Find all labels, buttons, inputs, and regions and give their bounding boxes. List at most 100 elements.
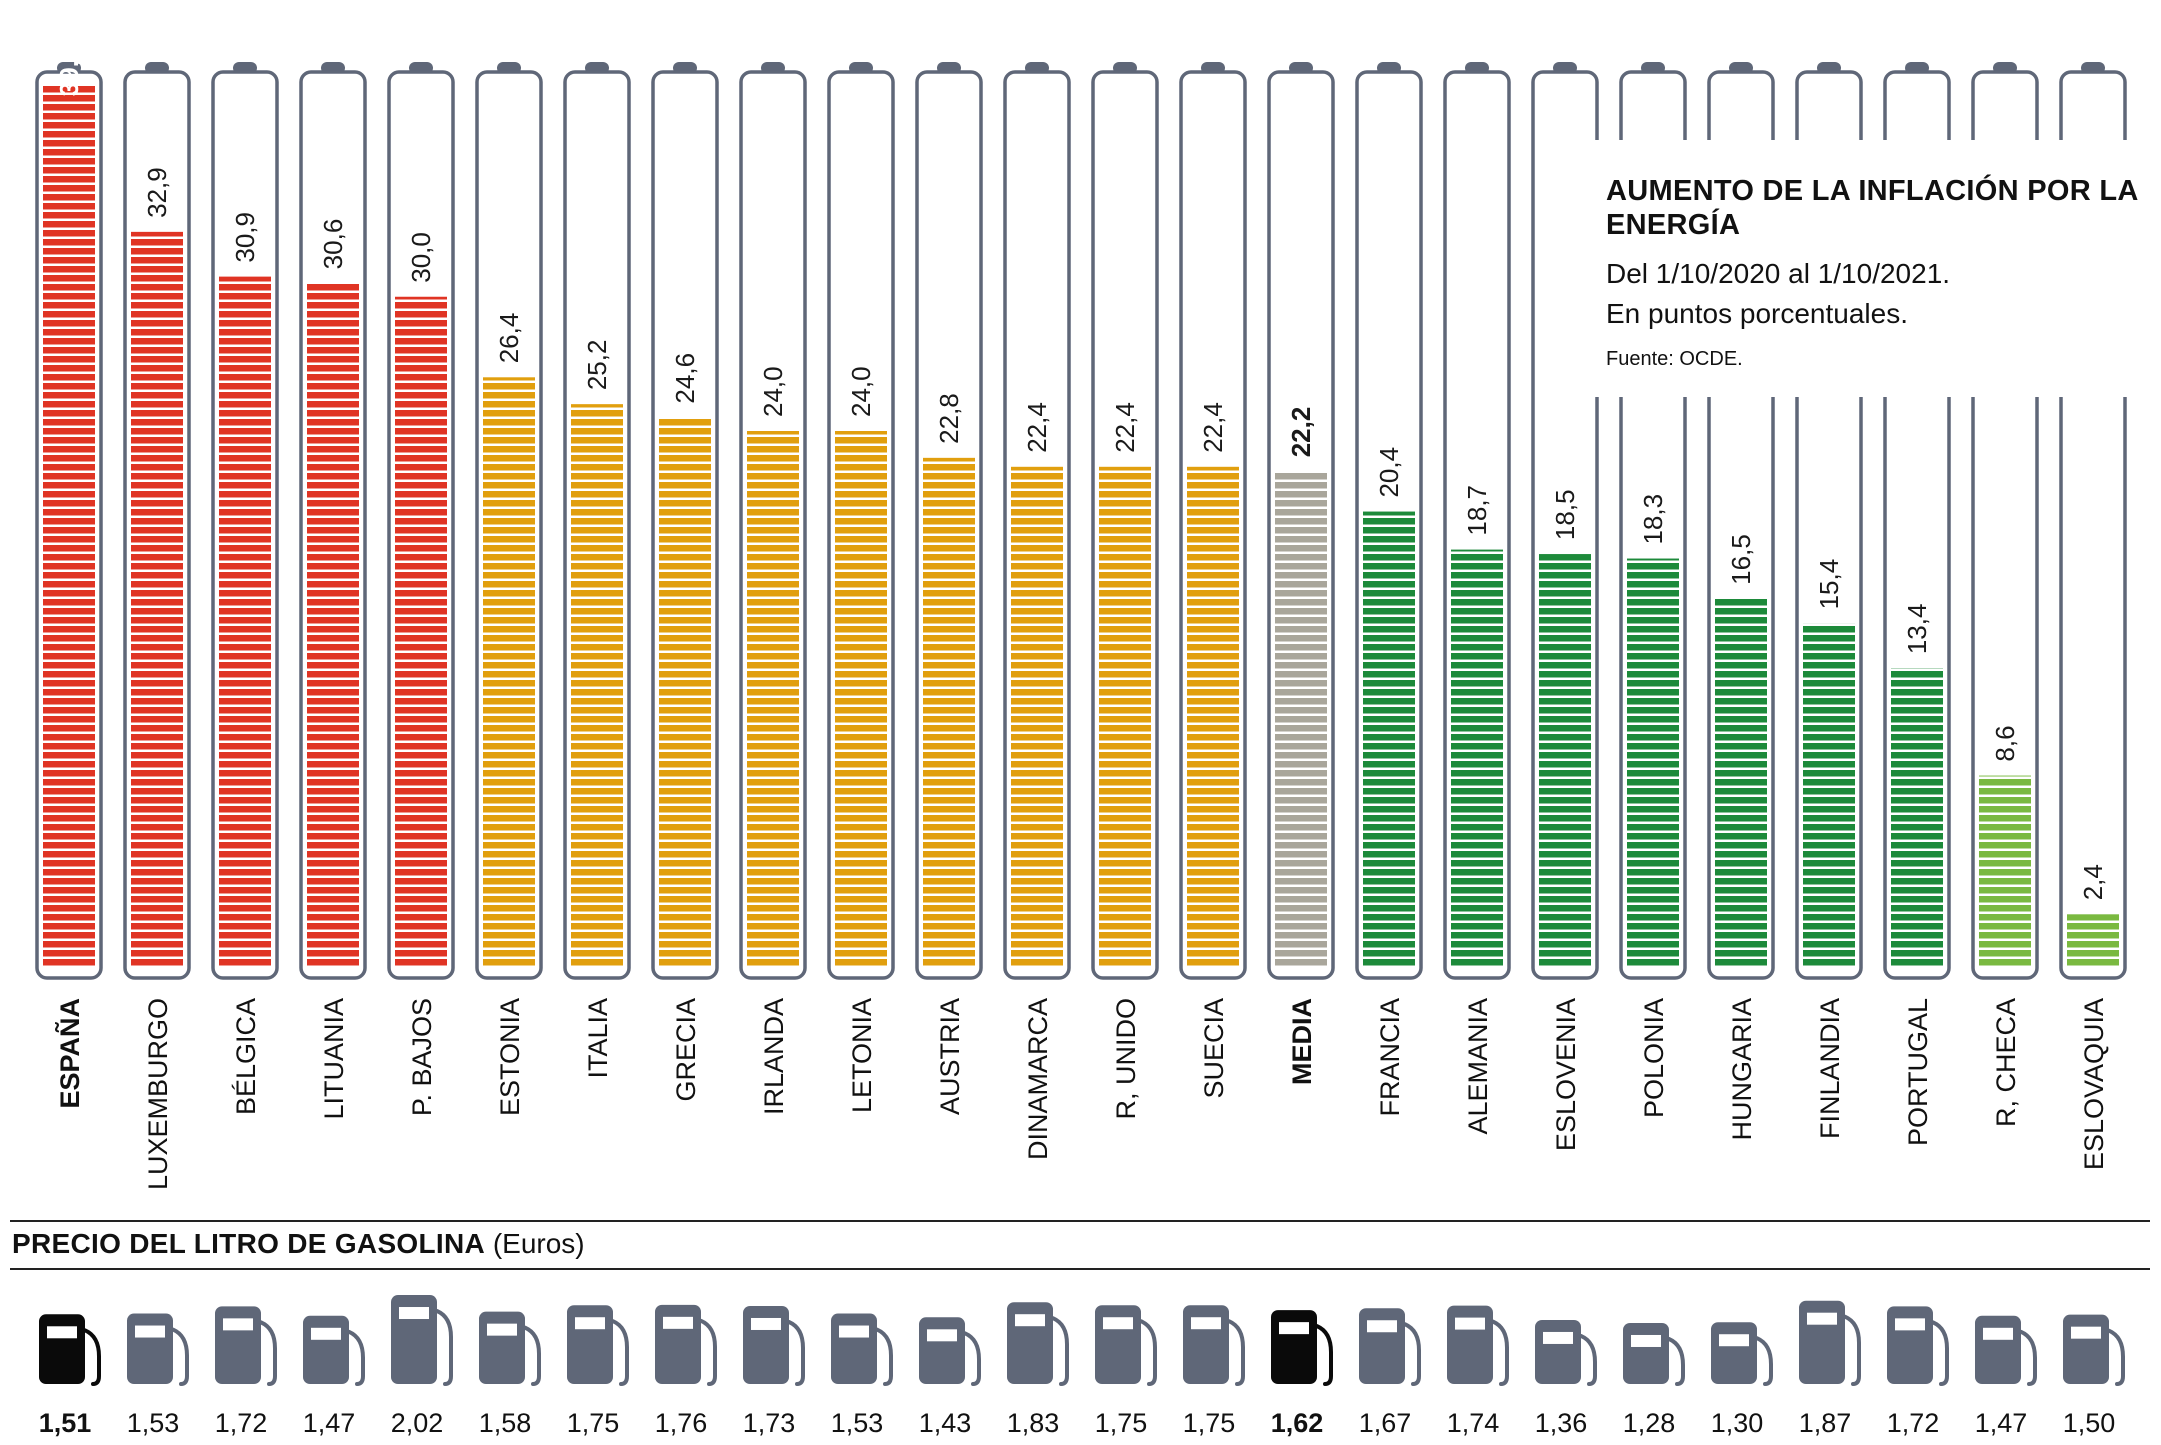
bar-group-11: 22,8 AUSTRIA xyxy=(915,62,983,1115)
bar xyxy=(659,417,711,968)
category-label: FINLANDIA xyxy=(1815,998,1845,1139)
bar xyxy=(571,404,623,968)
gas-price-label: 1,72 xyxy=(215,1408,268,1438)
bar xyxy=(2067,914,2119,968)
gas-price-label: 1,53 xyxy=(831,1408,884,1438)
gas-pump-13: 1,75 xyxy=(1095,1305,1157,1438)
gas-pump-8: 1,76 xyxy=(655,1304,717,1438)
pump-screen xyxy=(1983,1327,2013,1340)
bar-group-12: 22,4 DINAMARCA xyxy=(1003,62,1071,1160)
bar xyxy=(1715,598,1767,968)
gas-pump-19: 1,28 xyxy=(1623,1322,1685,1438)
gas-pump-22: 1,72 xyxy=(1887,1306,1949,1438)
gas-pump-icon xyxy=(743,1305,789,1384)
value-label: 22,2 xyxy=(1286,407,1316,458)
gas-pump-15: 1,62 xyxy=(1271,1310,1333,1438)
category-label: AUSTRIA xyxy=(935,998,965,1115)
pump-hose xyxy=(1755,1336,1773,1386)
category-label: FRANCIA xyxy=(1375,998,1405,1117)
chart-title: AUMENTO DE LA INFLACIÓN POR LA ENERGÍA xyxy=(1606,175,2138,241)
value-label: 22,4 xyxy=(1022,402,1052,453)
gas-pump-icon xyxy=(2063,1314,2109,1384)
gas-price-label: 1,83 xyxy=(1007,1408,1060,1438)
bar xyxy=(1011,466,1063,968)
bar xyxy=(1099,466,1151,968)
chart-source: Fuente: OCDE. xyxy=(1606,348,1743,370)
gas-pump-icon xyxy=(1183,1305,1229,1384)
pump-screen xyxy=(1191,1317,1221,1330)
category-label: PORTUGAL xyxy=(1903,998,1933,1146)
value-label: 8,6 xyxy=(1990,725,2020,761)
pump-screen xyxy=(1719,1334,1749,1347)
chart-legend-box: AUMENTO DE LA INFLACIÓN POR LA ENERGÍA D… xyxy=(1572,140,2161,397)
chart-subtitle: Del 1/10/2020 al 1/10/2021. En puntos po… xyxy=(1606,254,2161,334)
value-label: 24,6 xyxy=(670,353,700,404)
pump-screen xyxy=(751,1317,781,1330)
gas-price-label: 1,76 xyxy=(655,1408,708,1438)
gas-pump-12: 1,83 xyxy=(1007,1302,1069,1438)
pump-hose xyxy=(1491,1319,1509,1386)
bar xyxy=(747,431,799,968)
gas-pump-icon xyxy=(1447,1305,1493,1384)
bar-group-2: 32,9 LUXEMBURGO xyxy=(123,62,191,1190)
bar-group-9: 24,0 IRLANDA xyxy=(739,62,807,1115)
gas-pump-icon xyxy=(1359,1308,1405,1384)
pump-screen xyxy=(1015,1314,1045,1327)
pump-screen xyxy=(1631,1334,1661,1347)
value-label: 26,4 xyxy=(494,313,524,364)
pump-hose xyxy=(171,1327,189,1386)
gas-price-label: 1,75 xyxy=(1183,1408,1236,1438)
value-label: 32,9 xyxy=(142,167,172,218)
pump-hose xyxy=(2107,1328,2125,1386)
value-label: 24,0 xyxy=(846,366,876,417)
category-label: ESTONIA xyxy=(495,998,525,1116)
pump-screen xyxy=(311,1327,341,1340)
bar xyxy=(1891,668,1943,968)
bar-group-6: 26,4 ESTONIA xyxy=(475,62,543,1116)
category-label: LITUANIA xyxy=(319,998,349,1120)
bar-group-16: 20,4 FRANCIA xyxy=(1355,62,1423,1117)
category-label: SUECIA xyxy=(1199,998,1229,1099)
category-label: IRLANDA xyxy=(759,998,789,1115)
gas-pump-icon xyxy=(39,1314,85,1384)
gas-price-label: 1,47 xyxy=(1975,1408,2028,1438)
category-label: POLONIA xyxy=(1639,998,1669,1118)
category-label: DINAMARCA xyxy=(1023,998,1053,1160)
gas-pump-icon xyxy=(1095,1305,1141,1384)
bar xyxy=(1451,549,1503,968)
category-label: R, UNIDO xyxy=(1111,998,1141,1120)
category-label: ALEMANIA xyxy=(1463,998,1493,1135)
value-label: 18,5 xyxy=(1550,489,1580,540)
value-label: 16,5 xyxy=(1726,534,1756,585)
pump-screen xyxy=(1895,1318,1925,1331)
value-label: 22,4 xyxy=(1198,402,1228,453)
bar xyxy=(483,377,535,968)
gas-pump-11: 1,43 xyxy=(919,1317,981,1438)
pump-screen xyxy=(927,1329,957,1342)
bar xyxy=(923,457,975,968)
category-label: ESLOVENIA xyxy=(1551,998,1581,1151)
gas-pump-9: 1,73 xyxy=(743,1305,805,1438)
bar-group-10: 24,0 LETONIA xyxy=(827,62,895,1113)
gas-price-label: 1,87 xyxy=(1799,1408,1852,1438)
pump-screen xyxy=(839,1325,869,1338)
value-label: 39,5 xyxy=(54,46,84,97)
pump-screen xyxy=(663,1316,693,1329)
gas-pump-21: 1,87 xyxy=(1799,1300,1861,1438)
bar-group-13: 22,4 R, UNIDO xyxy=(1091,62,1159,1120)
pump-hose xyxy=(1403,1322,1421,1386)
pump-hose xyxy=(611,1319,629,1386)
gas-pump-4: 1,47 xyxy=(303,1315,365,1438)
bar xyxy=(307,283,359,968)
gas-pump-icon xyxy=(1711,1322,1757,1384)
bar xyxy=(1363,511,1415,968)
bar xyxy=(1187,466,1239,968)
gas-pump-icon xyxy=(831,1313,877,1384)
gas-pump-10: 1,53 xyxy=(831,1313,893,1438)
pump-hose xyxy=(435,1309,453,1386)
bar-group-1: 39,5 ESPAÑA xyxy=(35,46,103,1109)
value-label: 25,2 xyxy=(582,340,612,391)
pump-hose xyxy=(83,1328,101,1386)
value-label: 20,4 xyxy=(1374,447,1404,498)
